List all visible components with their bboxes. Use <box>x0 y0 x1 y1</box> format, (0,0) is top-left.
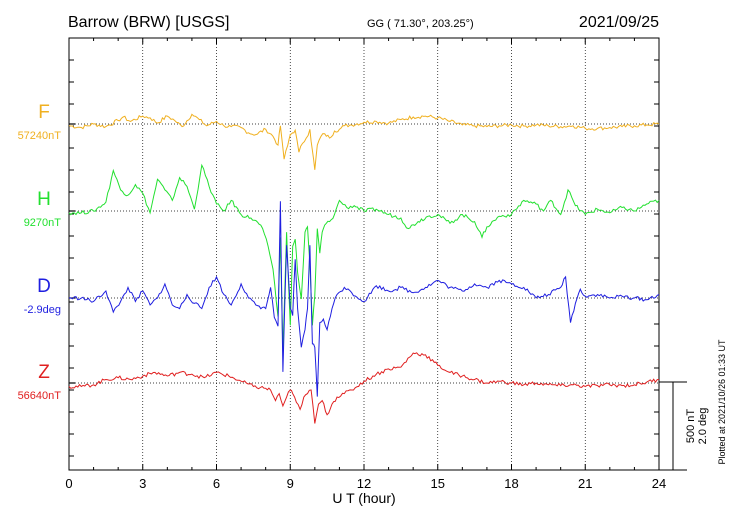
series-line-H <box>68 163 660 352</box>
x-tick-label-15: 15 <box>431 476 445 491</box>
series-line-F <box>68 113 660 170</box>
plotted-note: Plotted at 2021/10/26 01:33 UT <box>717 339 727 465</box>
scale-label-nt: 500 nT <box>685 409 697 444</box>
x-tick-label-3: 3 <box>139 476 146 491</box>
x-tick-label-0: 0 <box>65 476 72 491</box>
x-tick-label-6: 6 <box>213 476 220 491</box>
component-labels: F 57240nT H 9270nT D -2.9deg Z 56640nT <box>18 102 62 402</box>
series-line-Z <box>68 352 660 424</box>
series-line-D <box>68 201 660 397</box>
x-tick-label-12: 12 <box>357 476 371 491</box>
scale-label-deg: 2.0 deg <box>697 408 709 445</box>
series-name-Z: Z <box>38 362 50 383</box>
baseline-label-F: 57240nT <box>18 130 62 142</box>
baseline-label-H: 9270nT <box>24 217 62 229</box>
x-tick-label-18: 18 <box>504 476 518 491</box>
series-layer <box>68 113 660 424</box>
x-axis-label: U T (hour) <box>332 490 395 506</box>
x-tick-label-21: 21 <box>578 476 592 491</box>
series-name-D: D <box>37 276 51 297</box>
x-tick-label-24: 24 <box>652 476 666 491</box>
station-title: Barrow (BRW) [USGS] <box>68 14 230 31</box>
scale-bar: 500 nT 2.0 deg <box>659 381 709 471</box>
baseline-label-D: -2.9deg <box>24 304 61 316</box>
series-name-F: F <box>38 102 50 123</box>
baseline-label-Z: 56640nT <box>18 390 62 402</box>
station-coordinates: GG ( 71.30°, 203.25°) <box>367 18 474 30</box>
axis-ticks: 0 3 6 9 12 15 18 21 24 <box>65 38 666 491</box>
x-tick-label-9: 9 <box>287 476 294 491</box>
series-name-H: H <box>37 189 51 210</box>
grid-lines <box>142 38 586 470</box>
chart-date: 2021/09/25 <box>579 14 659 31</box>
